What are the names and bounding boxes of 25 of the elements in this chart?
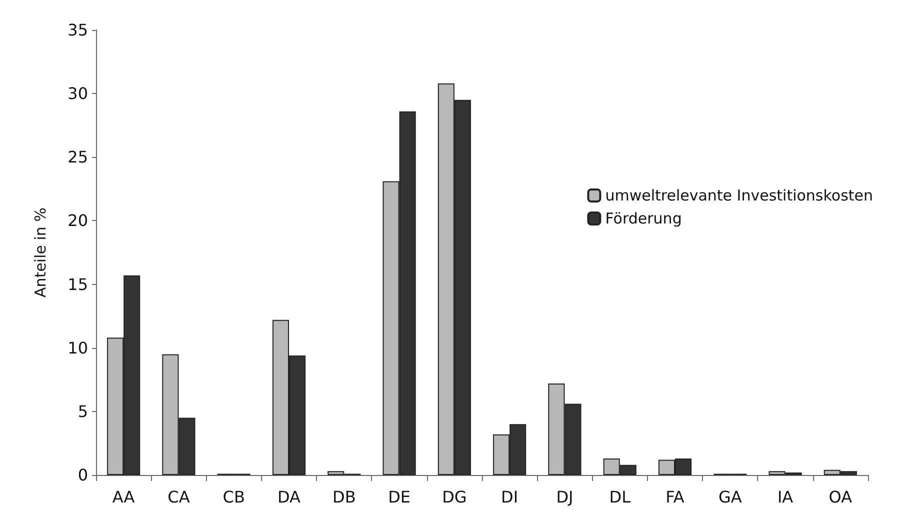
y-tick-label: 15 <box>68 274 88 294</box>
legend-label: umweltrelevante Investitionskosten <box>605 186 874 204</box>
y-tick-label: 35 <box>68 20 88 40</box>
legend-label: Förderung <box>605 210 682 228</box>
x-tick-label: DJ <box>556 488 574 506</box>
y-tick-label: 10 <box>68 338 88 358</box>
y-tick-label: 5 <box>78 402 88 421</box>
x-tick-label: AA <box>112 488 135 506</box>
x-tick-label: OA <box>828 488 852 506</box>
y-tick-label: 20 <box>68 211 88 230</box>
x-tick-label: GA <box>718 488 742 506</box>
y-tick-label: 0 <box>78 466 88 484</box>
x-tick-label: CA <box>168 488 190 506</box>
y-axis-title: Anteile in % <box>32 208 50 298</box>
x-tick-label: DA <box>278 488 301 506</box>
x-tick-label: DG <box>442 488 467 506</box>
x-tick-label: IA <box>777 488 794 506</box>
x-tick-label: CB <box>222 488 245 506</box>
x-tick-label: DL <box>609 488 631 506</box>
y-tick-label: 25 <box>68 148 88 167</box>
x-tick-label: FA <box>666 488 684 506</box>
y-tick-label: 30 <box>68 84 88 104</box>
x-tick-label: DE <box>388 488 411 506</box>
x-tick-label: DI <box>501 488 518 506</box>
x-tick-label: DB <box>332 488 356 506</box>
